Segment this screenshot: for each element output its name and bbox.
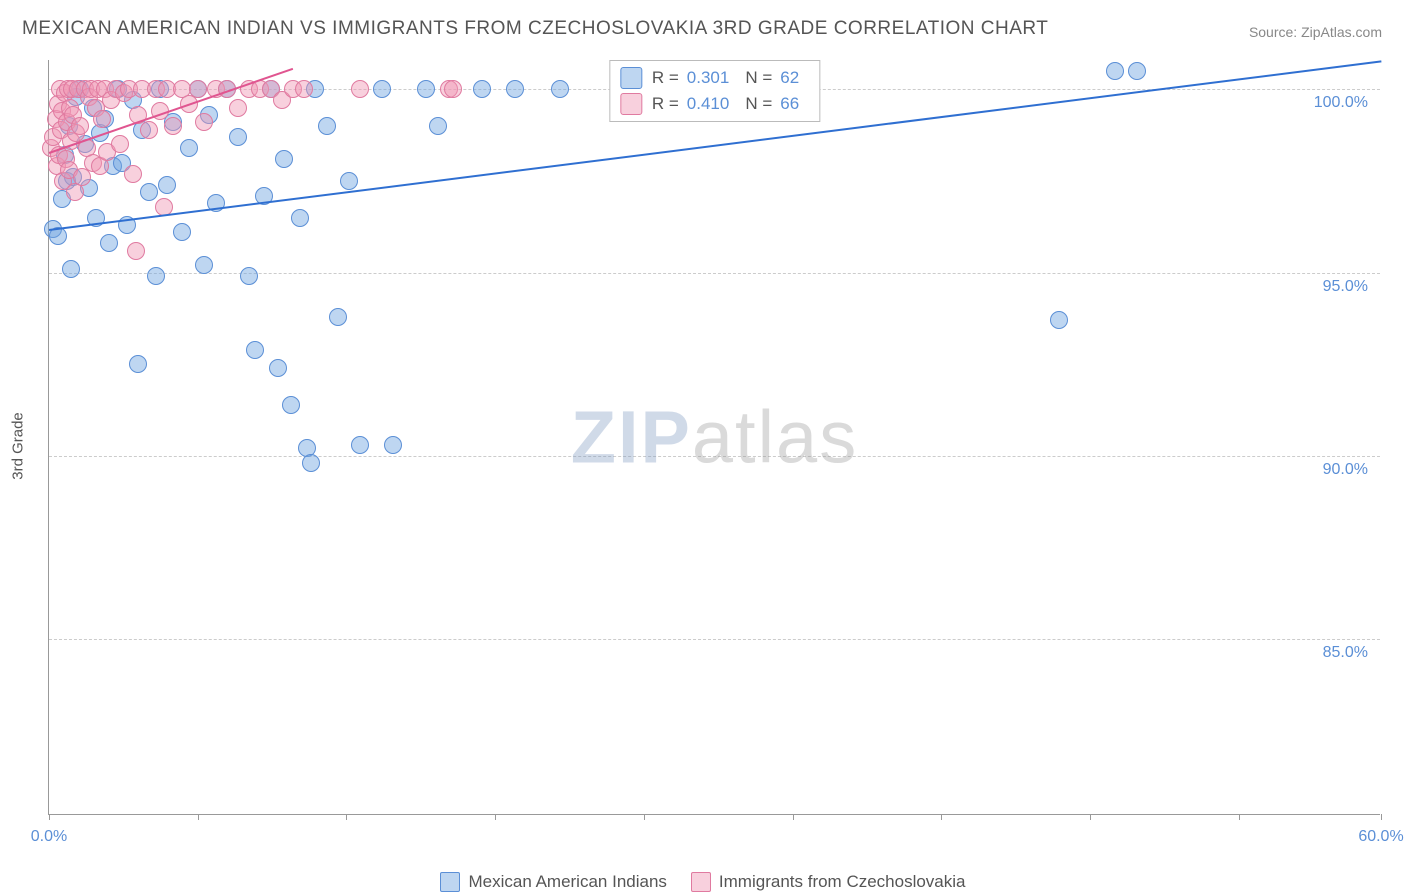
- x-tick: [198, 814, 199, 820]
- data-point: [1050, 311, 1068, 329]
- data-point: [506, 80, 524, 98]
- y-tick-label: 100.0%: [1314, 94, 1368, 112]
- x-tick: [346, 814, 347, 820]
- gridline: [49, 456, 1380, 457]
- data-point: [140, 121, 158, 139]
- data-point: [140, 183, 158, 201]
- data-point: [129, 355, 147, 373]
- y-axis-label: 3rd Grade: [10, 412, 27, 480]
- data-point: [229, 99, 247, 117]
- data-point: [291, 209, 309, 227]
- x-tick-label: 60.0%: [1358, 828, 1403, 846]
- data-point: [302, 454, 320, 472]
- legend-n-value: 62: [780, 68, 799, 88]
- data-point: [417, 80, 435, 98]
- data-point: [373, 80, 391, 98]
- data-point: [473, 80, 491, 98]
- legend-swatch: [620, 67, 642, 89]
- legend-item: Immigrants from Czechoslovakia: [691, 872, 966, 892]
- legend-n-label: N =: [745, 68, 772, 88]
- data-point: [71, 117, 89, 135]
- legend-swatch: [440, 872, 460, 892]
- data-point: [384, 436, 402, 454]
- data-point: [93, 110, 111, 128]
- legend-r-label: R =: [652, 94, 679, 114]
- data-point: [269, 359, 287, 377]
- gridline: [49, 639, 1380, 640]
- legend-n-value: 66: [780, 94, 799, 114]
- data-point: [429, 117, 447, 135]
- plot-area: ZIPatlas R = 0.301N = 62R = 0.410N = 66 …: [48, 60, 1380, 815]
- x-tick: [49, 814, 50, 820]
- data-point: [240, 267, 258, 285]
- legend-row: R = 0.301 N = 62: [620, 65, 809, 91]
- y-tick-label: 85.0%: [1323, 644, 1368, 662]
- legend-row: R = 0.410 N = 66: [620, 91, 809, 117]
- x-tick: [793, 814, 794, 820]
- data-point: [551, 80, 569, 98]
- data-point: [164, 117, 182, 135]
- data-point: [275, 150, 293, 168]
- y-tick-label: 95.0%: [1323, 278, 1368, 296]
- y-tick-label: 90.0%: [1323, 461, 1368, 479]
- data-point: [195, 113, 213, 131]
- legend-r-value: 0.301: [687, 68, 730, 88]
- data-point: [189, 80, 207, 98]
- series-legend: Mexican American Indians Immigrants from …: [0, 872, 1406, 892]
- data-point: [127, 242, 145, 260]
- x-tick: [1239, 814, 1240, 820]
- data-point: [351, 80, 369, 98]
- data-point: [351, 436, 369, 454]
- legend-swatch: [691, 872, 711, 892]
- x-tick: [644, 814, 645, 820]
- data-point: [180, 139, 198, 157]
- data-point: [340, 172, 358, 190]
- x-tick: [495, 814, 496, 820]
- legend-n-label: N =: [745, 94, 772, 114]
- data-point: [195, 256, 213, 274]
- watermark-text: atlas: [692, 396, 858, 479]
- x-tick: [1090, 814, 1091, 820]
- data-point: [295, 80, 313, 98]
- legend-item: Mexican American Indians: [440, 872, 666, 892]
- data-point: [1106, 62, 1124, 80]
- data-point: [229, 128, 247, 146]
- x-tick: [1381, 814, 1382, 820]
- watermark-logo: ZIP: [571, 396, 692, 479]
- source-label: Source: ZipAtlas.com: [1249, 24, 1382, 40]
- data-point: [329, 308, 347, 326]
- data-point: [147, 267, 165, 285]
- data-point: [62, 260, 80, 278]
- data-point: [158, 176, 176, 194]
- x-tick-label: 0.0%: [31, 828, 67, 846]
- legend-series-name: Immigrants from Czechoslovakia: [719, 872, 966, 892]
- data-point: [173, 223, 191, 241]
- chart-title: MEXICAN AMERICAN INDIAN VS IMMIGRANTS FR…: [22, 18, 1048, 40]
- legend-r-label: R =: [652, 68, 679, 88]
- x-tick: [941, 814, 942, 820]
- data-point: [111, 135, 129, 153]
- watermark: ZIPatlas: [571, 395, 858, 480]
- data-point: [246, 341, 264, 359]
- correlation-legend: R = 0.301 N = 62 R = 0.410 N = 66: [609, 60, 820, 122]
- legend-r-value: 0.410: [687, 94, 730, 114]
- data-point: [444, 80, 462, 98]
- data-point: [282, 396, 300, 414]
- data-point: [318, 117, 336, 135]
- data-point: [73, 168, 91, 186]
- legend-series-name: Mexican American Indians: [468, 872, 666, 892]
- data-point: [124, 165, 142, 183]
- data-point: [100, 234, 118, 252]
- legend-swatch: [620, 93, 642, 115]
- data-point: [1128, 62, 1146, 80]
